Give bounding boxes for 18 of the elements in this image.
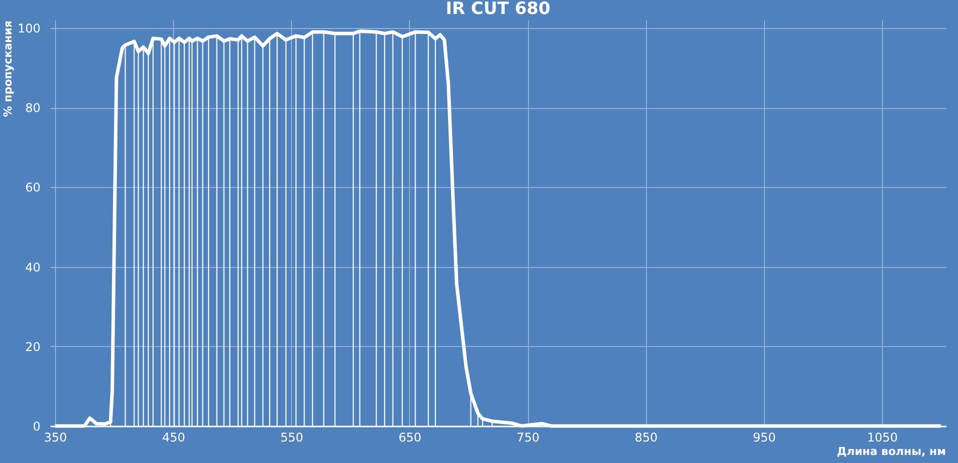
y-tick-label: 40 — [25, 260, 40, 274]
x-tick-label: 650 — [398, 430, 422, 444]
line-series — [53, 29, 943, 428]
x-tick-label: 350 — [44, 430, 67, 444]
x-tick-label: 1050 — [867, 430, 898, 444]
x-tick-label: 850 — [634, 430, 658, 444]
y-tick-label: 0 — [32, 420, 40, 434]
x-tick-label: 550 — [280, 430, 304, 444]
x-tick-label: 750 — [516, 430, 540, 444]
y-tick-label: 20 — [25, 340, 40, 354]
y-axis-title: % пропускания — [2, 20, 15, 117]
chart-title: IR CUT 680 — [446, 0, 550, 19]
y-tick-label: 60 — [25, 180, 40, 195]
x-tick-label: 950 — [752, 430, 776, 444]
x-tick-label: 450 — [162, 430, 186, 444]
y-tick-label: 80 — [25, 101, 40, 116]
x-axis-title: Длина волны, нм — [836, 445, 946, 458]
y-tick-label: 100 — [18, 21, 40, 36]
